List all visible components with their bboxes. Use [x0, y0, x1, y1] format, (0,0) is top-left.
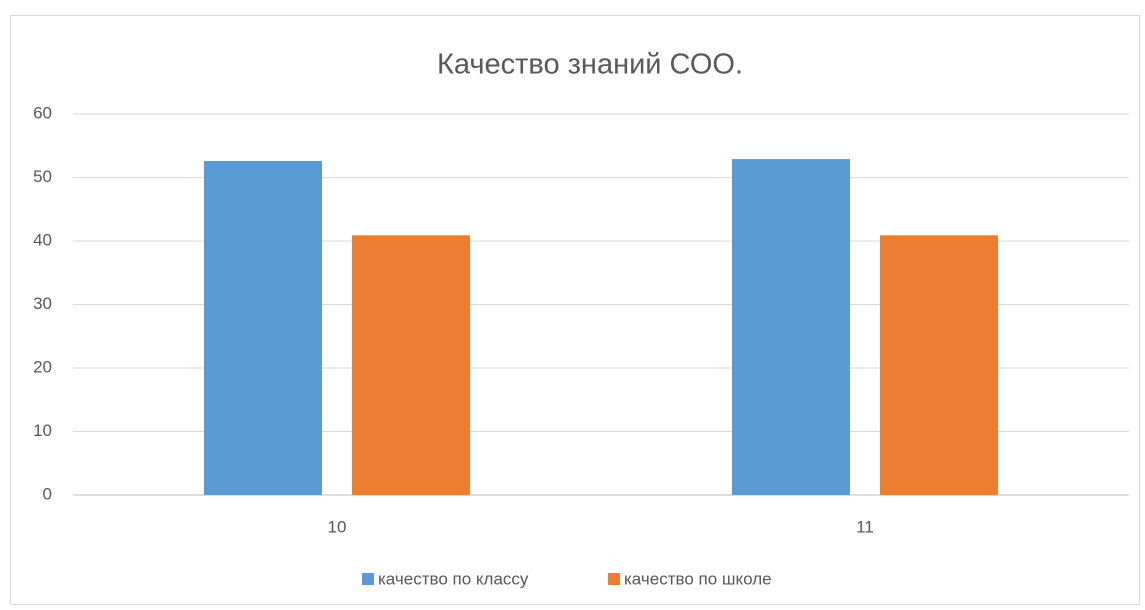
- bar: [732, 159, 850, 495]
- chart-title: Качество знаний СОО.: [437, 49, 743, 81]
- y-tick-label: 30: [33, 294, 52, 313]
- y-tick-label: 40: [33, 230, 52, 249]
- y-tick-label: 50: [33, 167, 52, 186]
- bar: [880, 235, 998, 495]
- y-tick-label: 10: [33, 421, 52, 440]
- bar: [352, 235, 470, 495]
- x-tick-label: 11: [856, 517, 874, 536]
- legend-label: качество по школе: [624, 569, 772, 588]
- bar: [204, 160, 322, 496]
- y-tick-label: 60: [33, 103, 52, 122]
- legend-label: качество по классу: [378, 569, 529, 588]
- legend-swatch: [362, 573, 374, 585]
- y-tick-label: 0: [43, 484, 52, 503]
- x-tick-label: 10: [328, 517, 347, 536]
- legend-swatch: [608, 573, 620, 585]
- y-tick-label: 20: [33, 357, 52, 376]
